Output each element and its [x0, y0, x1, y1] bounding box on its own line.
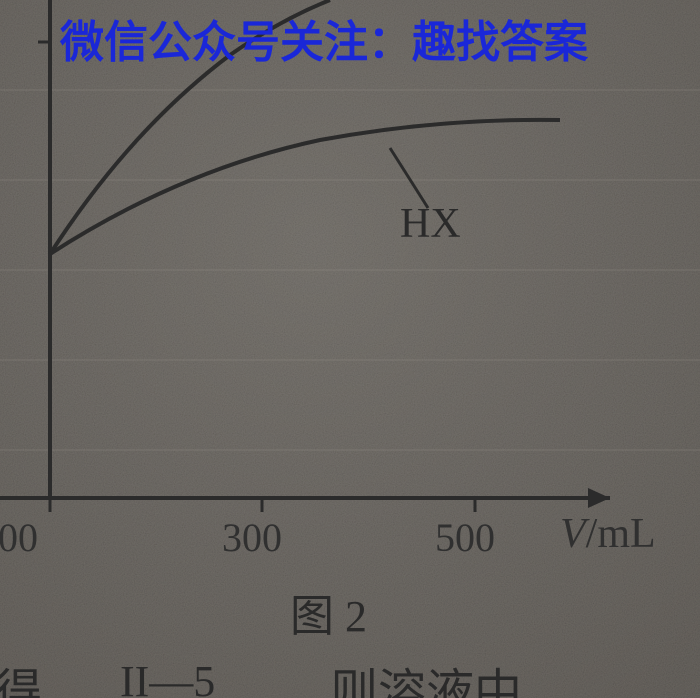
x-tick-label-1: 300 [222, 514, 282, 561]
cropped-text-left: 得 [0, 652, 42, 698]
x-tick-label-0: 00 [0, 514, 38, 561]
cropped-text-mid: II—5 [120, 656, 215, 698]
x-axis-title-rest: /mL [586, 511, 656, 557]
x-tick-label-2: 500 [435, 514, 495, 561]
figure-caption: 图 2 [290, 580, 367, 644]
watermark-text: 微信公众号关注：趣找答案 [60, 6, 588, 70]
x-axis-title-italic: V [560, 511, 586, 557]
x-axis-title: V/mL [560, 510, 656, 558]
cropped-text-right: 则溶液中 [330, 652, 522, 698]
series-hx-label: HX [400, 200, 461, 248]
